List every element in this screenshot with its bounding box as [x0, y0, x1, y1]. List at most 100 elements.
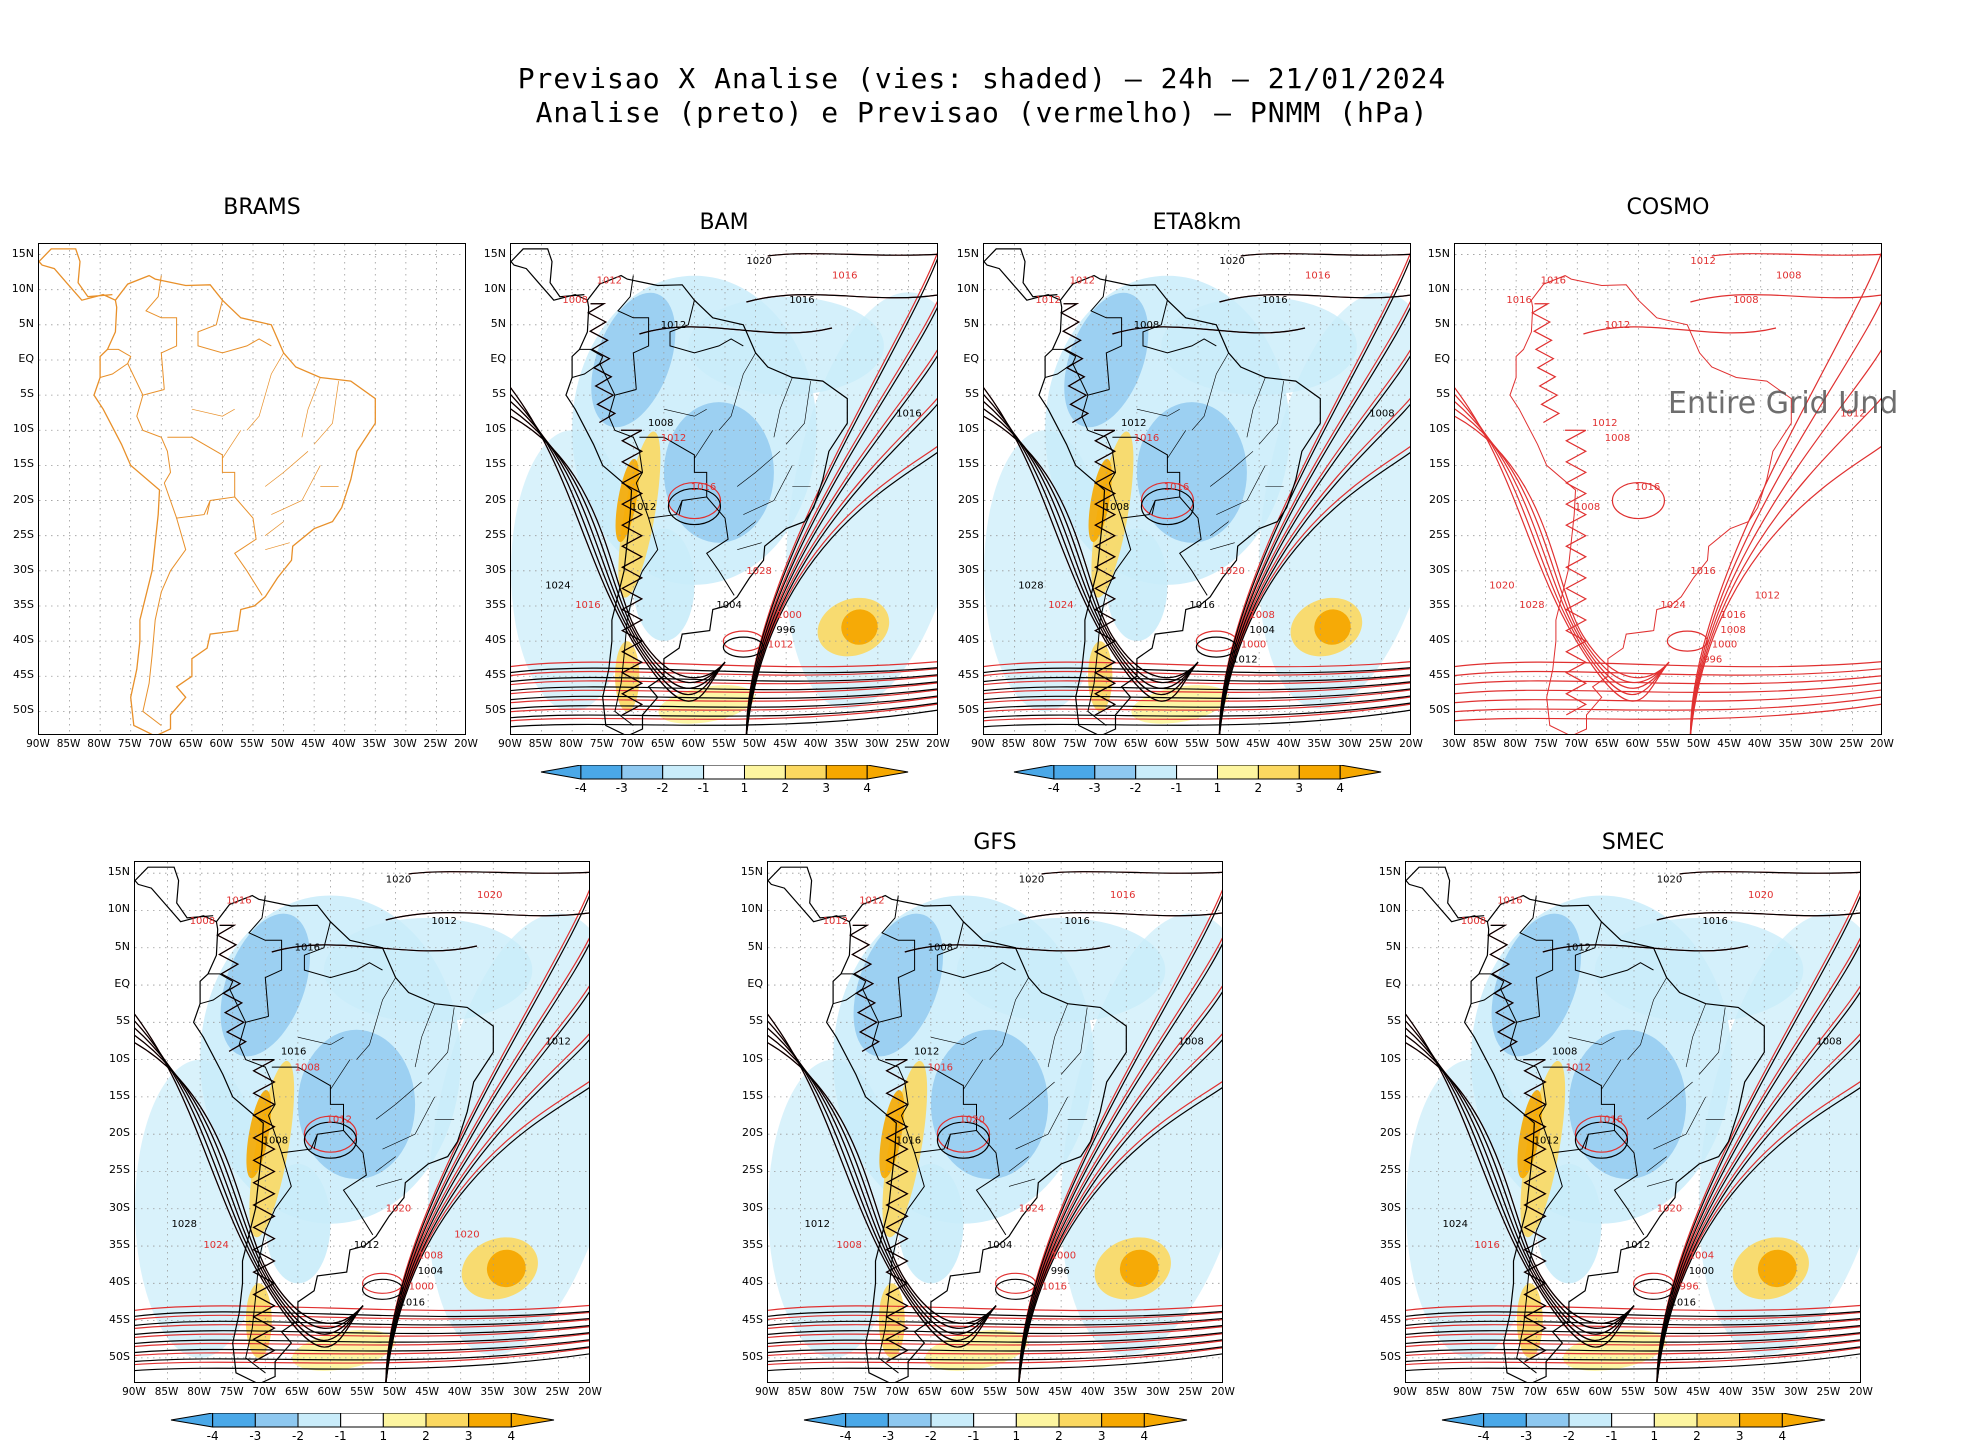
lat-tick-label: 20S [742, 1126, 763, 1140]
contour-label: 1012 [327, 1115, 352, 1126]
colorbar-tick-label: 3 [822, 781, 831, 795]
lon-tick-label: 35W [1113, 1386, 1138, 1398]
lat-tick-label: 5N [114, 939, 130, 953]
contour-label: 1016 [1474, 1240, 1499, 1251]
contour-label: 1020 [386, 874, 411, 885]
lon-tick-label: 85W [154, 1386, 179, 1398]
colorbar-tick-label: 1 [1012, 1429, 1021, 1443]
lat-tick-label: 15S [485, 457, 506, 471]
contour-label: 996 [1680, 1282, 1699, 1293]
lat-tick-label: 5N [963, 316, 979, 330]
contour-label: 1012 [768, 640, 793, 651]
lat-tick-label: 15N [11, 246, 34, 260]
lon-tick-label: 85W [528, 738, 553, 750]
contour-label: 1016 [1671, 1297, 1696, 1308]
lat-tick-label: 15S [742, 1088, 763, 1102]
contour-label: 1012 [431, 916, 456, 927]
lat-tick-label: 5S [20, 387, 34, 401]
lat-tick-label: 20S [109, 1126, 130, 1140]
colorbar-tick-label: 3 [1097, 1429, 1106, 1443]
lat-tick-label: 40S [958, 633, 979, 647]
map-canvas: 1020 1016 1016 1012 1008 1012 1008 1016 1012 1020… [768, 862, 1222, 1382]
contour-label: 1016 [832, 271, 857, 282]
lon-tick-label: 65W [1594, 738, 1619, 750]
lon-tick-label: 70W [1564, 738, 1589, 750]
contour-label: 1000 [1712, 640, 1737, 651]
lat-tick-label: 25S [958, 527, 979, 541]
lat-tick-label: 25S [1380, 1163, 1401, 1177]
contour-label: 1012 [1534, 1135, 1559, 1146]
lon-tick-label: 25W [1368, 738, 1393, 750]
contour-label: 1016 [1110, 890, 1135, 901]
lon-tick-label: 65W [284, 1386, 309, 1398]
lon-tick-label: 65W [650, 738, 675, 750]
contour-label: 1016 [928, 1062, 953, 1073]
lon-tick-label: 25W [423, 738, 448, 750]
contour-label: 1000 [409, 1282, 434, 1293]
lat-tick-label: 20S [1380, 1126, 1401, 1140]
lon-tick-label: 40W [1747, 738, 1772, 750]
lat-tick-label: 20S [485, 492, 506, 506]
lon-tick-label: 85W [787, 1386, 812, 1398]
lat-tick-label: 40S [13, 633, 34, 647]
contour-label: 1016 [789, 295, 814, 306]
lon-tick-label: 80W [187, 1386, 212, 1398]
panel-title-eta8km: ETA8km [1152, 210, 1242, 235]
lat-tick-label: 40S [1429, 633, 1450, 647]
map-canvas: 1020 1020 1016 1016 1012 1008 1008 1012 1008 1016… [1406, 862, 1860, 1382]
contour-label: 1012 [545, 1036, 570, 1047]
lat-tick-label: 25S [1429, 527, 1450, 541]
lon-tick-label: 60W [1625, 738, 1650, 750]
lat-tick-label: 40S [1380, 1275, 1401, 1289]
colorbar-tick-label: 1 [379, 1429, 388, 1443]
contour-label: 1016 [226, 895, 251, 906]
colorbar-tick-label: -3 [249, 1429, 262, 1443]
lat-tick-label: 30S [13, 562, 34, 576]
panel-title-cosmo: COSMO [1626, 195, 1710, 220]
lon-tick-label: 70W [885, 1386, 910, 1398]
lon-tick-label: 80W [87, 738, 112, 750]
lon-tick-label: 30W [1783, 1386, 1808, 1398]
lat-tick-label: 10N [483, 281, 506, 295]
colorbar-tick-label: 4 [507, 1429, 516, 1443]
lat-tick-label: EQ [114, 977, 130, 991]
map-panel-bottom-left: 1020 1020 1012 1016 1016 1008 1012 1008 1016 1012… [134, 861, 590, 1383]
lat-tick-label: 5S [1387, 1014, 1401, 1028]
contour-label: 1012 [597, 276, 622, 287]
lat-tick-label: 45S [742, 1312, 763, 1326]
colorbar-tick-label: 4 [1140, 1429, 1149, 1443]
contour-label: 1008 [1605, 433, 1630, 444]
lon-tick-label: 55W [712, 738, 736, 750]
colorbar-tick-label: -1 [967, 1429, 980, 1443]
lat-tick-label: 10N [740, 902, 763, 916]
colorbar-tick-label: 4 [1336, 781, 1344, 795]
colorbar-tick-label: -4 [1047, 781, 1060, 795]
lon-tick-label: 45W [1048, 1386, 1073, 1398]
contour-label: 1008 [1816, 1036, 1841, 1047]
lat-tick-label: 40S [485, 633, 506, 647]
colorbar-tick-label: 2 [422, 1429, 430, 1443]
lon-tick-label: 50W [742, 738, 767, 750]
contour-label: 1008 [1369, 408, 1394, 419]
contour-label: 1012 [1690, 256, 1715, 267]
lon-tick-label: 30W [1337, 738, 1362, 750]
lat-tick-label: 5N [1434, 316, 1450, 330]
contour-label: 1004 [716, 600, 741, 611]
lat-tick-label: 15N [740, 865, 763, 879]
lon-tick-label: 20W [1849, 1386, 1873, 1398]
colorbar-tick-label: 4 [863, 781, 871, 795]
lat-tick-label: 5S [1436, 387, 1450, 401]
lon-tick-label: 70W [148, 738, 173, 750]
lon-tick-label: 50W [1215, 738, 1240, 750]
lon-tick-label: 20W [926, 738, 950, 750]
contour-label: 1016 [1690, 566, 1715, 577]
lon-tick-label: 60W [317, 1386, 342, 1398]
lon-tick-label: 60W [1588, 1386, 1613, 1398]
contour-label: 1028 [746, 566, 771, 577]
map-panel-gfs: 1020 1016 1016 1012 1008 1012 1008 1016 1012 1020… [767, 861, 1223, 1383]
contour-label: 1016 [1305, 271, 1330, 282]
lat-tick-label: 20S [958, 492, 979, 506]
figure-title-line2: Analise (preto) e Previsao (vermelho) – … [535, 96, 1429, 129]
contour-label: 1012 [1605, 320, 1630, 331]
contour-label: 1012 [859, 895, 884, 906]
